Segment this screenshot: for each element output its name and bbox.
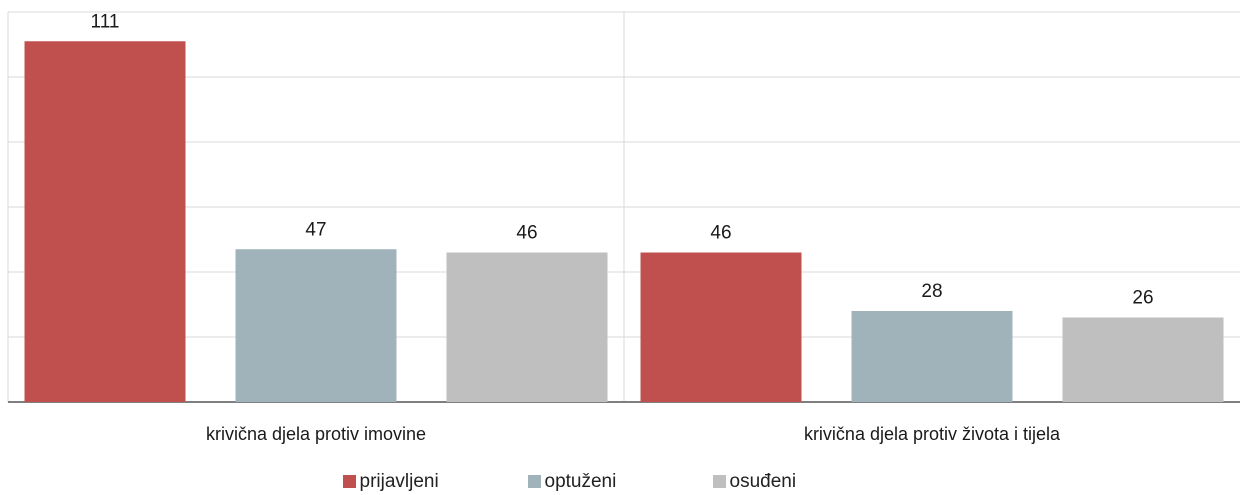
data-label: 111 (91, 11, 120, 32)
data-labels: 111 47 46 46 28 26 (91, 11, 1154, 308)
legend-label-osudeni: osuđeni (729, 470, 797, 492)
legend-item-optuzeni: optuženi (527, 468, 713, 495)
category-labels: krivična djela protiv imovine krivična dj… (206, 424, 1061, 444)
data-label: 47 (305, 219, 326, 240)
bar-optuženi-1 (851, 311, 1013, 402)
legend-item-osudeni: osuđeni (712, 468, 898, 495)
bar-osuđeni-1 (1062, 317, 1224, 402)
legend-label-optuzeni: optuženi (544, 470, 617, 492)
legend-swatch-osudeni (712, 475, 726, 488)
bar-prijavljeni-0 (24, 41, 186, 402)
category-label: krivična djela protiv imovine (206, 424, 426, 444)
bar-prijavljeni-1 (640, 252, 802, 402)
data-label: 26 (1132, 288, 1153, 309)
legend: prijavljeni optuženi osuđeni (0, 468, 1240, 495)
legend-item-prijavljeni: prijavljeni (342, 468, 528, 495)
data-label: 46 (710, 223, 731, 244)
legend-swatch-prijavljeni (342, 475, 356, 488)
legend-swatch-optuzeni (527, 475, 541, 488)
data-label: 28 (921, 281, 942, 302)
bars (24, 41, 1224, 402)
legend-label-prijavljeni: prijavljeni (359, 470, 439, 492)
bar-osuđeni-0 (446, 252, 608, 402)
bar-optuženi-0 (235, 249, 397, 402)
category-label: krivična djela protiv života i tijela (804, 424, 1061, 444)
gridlines (7, 11, 1240, 403)
data-label: 46 (516, 223, 537, 244)
